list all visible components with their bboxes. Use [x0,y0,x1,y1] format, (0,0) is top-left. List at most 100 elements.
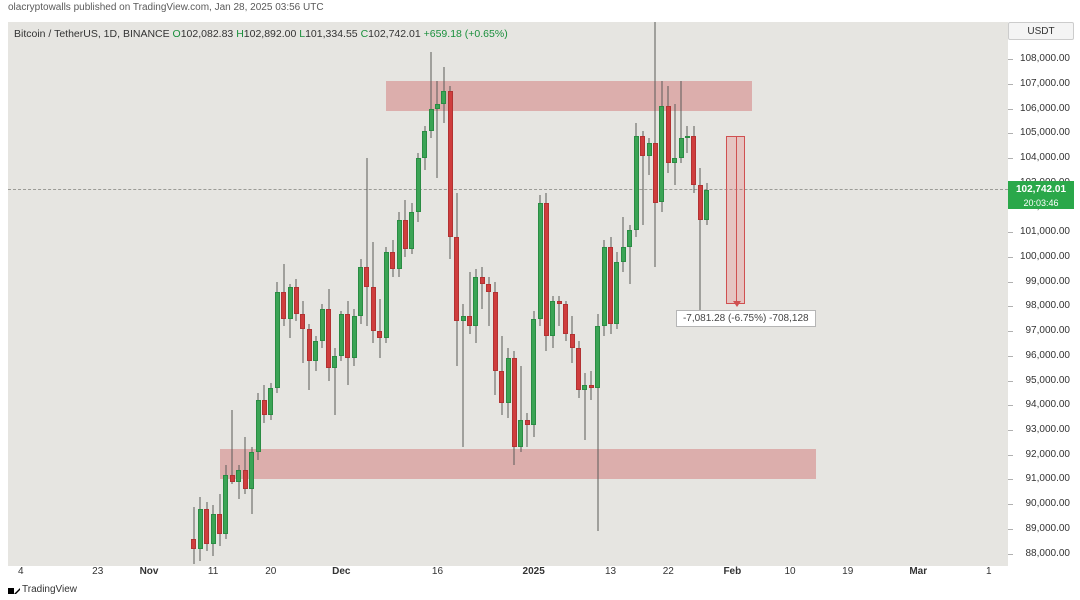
chart-plot[interactable]: -7,081.28 (-6.75%) -708,128 [8,22,1008,566]
y-tick-label: 108,000.00 [1020,53,1070,64]
candle[interactable] [679,22,684,566]
x-tick-label: 1 [986,566,992,577]
candle[interactable] [307,22,312,566]
candle[interactable] [563,22,568,566]
candle[interactable] [320,22,325,566]
candle[interactable] [480,22,485,566]
candle[interactable] [550,22,555,566]
candle[interactable] [493,22,498,566]
candle[interactable] [243,22,248,566]
candle[interactable] [300,22,305,566]
countdown-badge: 20:03:46 [1008,197,1074,209]
candle[interactable] [403,22,408,566]
x-tick-label: 16 [432,566,443,577]
candle[interactable] [499,22,504,566]
currency-badge[interactable]: USDT [1008,22,1074,40]
x-tick-label: 19 [842,566,853,577]
candle[interactable] [281,22,286,566]
candle[interactable] [448,22,453,566]
candle[interactable] [223,22,228,566]
candle[interactable] [217,22,222,566]
candle[interactable] [647,22,652,566]
candle[interactable] [268,22,273,566]
candle[interactable] [454,22,459,566]
candle[interactable] [230,22,235,566]
candle[interactable] [204,22,209,566]
candle[interactable] [666,22,671,566]
candle[interactable] [441,22,446,566]
candle[interactable] [435,22,440,566]
y-tick-label: 106,000.00 [1020,103,1070,114]
candle[interactable] [429,22,434,566]
candle[interactable] [627,22,632,566]
candle[interactable] [602,22,607,566]
candle[interactable] [294,22,299,566]
candle[interactable] [525,22,530,566]
candle[interactable] [371,22,376,566]
candle[interactable] [570,22,575,566]
y-axis[interactable]: 88,000.0089,000.0090,000.0091,000.0092,0… [1008,22,1074,566]
candle[interactable] [634,22,639,566]
candle[interactable] [397,22,402,566]
candle[interactable] [704,22,709,566]
candle[interactable] [538,22,543,566]
candle[interactable] [518,22,523,566]
candle[interactable] [313,22,318,566]
candle[interactable] [608,22,613,566]
candle[interactable] [672,22,677,566]
last-price-badge: 102,742.01 [1008,181,1074,197]
candle[interactable] [640,22,645,566]
x-tick-label: 13 [605,566,616,577]
candle[interactable] [614,22,619,566]
candle[interactable] [698,22,703,566]
candle[interactable] [467,22,472,566]
candle[interactable] [384,22,389,566]
candle[interactable] [409,22,414,566]
x-tick-label: 10 [784,566,795,577]
candle[interactable] [364,22,369,566]
candle[interactable] [339,22,344,566]
candle[interactable] [461,22,466,566]
candle[interactable] [332,22,337,566]
candle[interactable] [377,22,382,566]
candle[interactable] [236,22,241,566]
candle[interactable] [531,22,536,566]
candle[interactable] [512,22,517,566]
candle[interactable] [288,22,293,566]
candle[interactable] [582,22,587,566]
candle[interactable] [262,22,267,566]
candle[interactable] [621,22,626,566]
candle[interactable] [486,22,491,566]
candle[interactable] [249,22,254,566]
candle[interactable] [275,22,280,566]
candle[interactable] [589,22,594,566]
candle[interactable] [416,22,421,566]
candle[interactable] [191,22,196,566]
candle[interactable] [352,22,357,566]
candle[interactable] [544,22,549,566]
tradingview-logo[interactable]: TradingView [8,584,77,595]
candle[interactable] [473,22,478,566]
candle[interactable] [358,22,363,566]
candle[interactable] [691,22,696,566]
candle[interactable] [422,22,427,566]
candle[interactable] [256,22,261,566]
candle[interactable] [345,22,350,566]
candle[interactable] [576,22,581,566]
candle[interactable] [685,22,690,566]
x-axis[interactable]: 423Nov1120Dec1620251322Feb1019Mar1 [8,566,1008,580]
y-tick-label: 88,000.00 [1026,548,1071,559]
y-tick-label: 95,000.00 [1026,375,1071,386]
candle[interactable] [653,22,658,566]
candle[interactable] [211,22,216,566]
measurement-arrow [736,136,737,304]
candle[interactable] [659,22,664,566]
candle[interactable] [557,22,562,566]
symbol-ohlc-line: Bitcoin / TetherUS, 1D, BINANCE O102,082… [14,28,508,40]
candle[interactable] [506,22,511,566]
candle[interactable] [326,22,331,566]
candle[interactable] [198,22,203,566]
y-tick-label: 98,000.00 [1026,300,1071,311]
candle[interactable] [390,22,395,566]
candle[interactable] [595,22,600,566]
